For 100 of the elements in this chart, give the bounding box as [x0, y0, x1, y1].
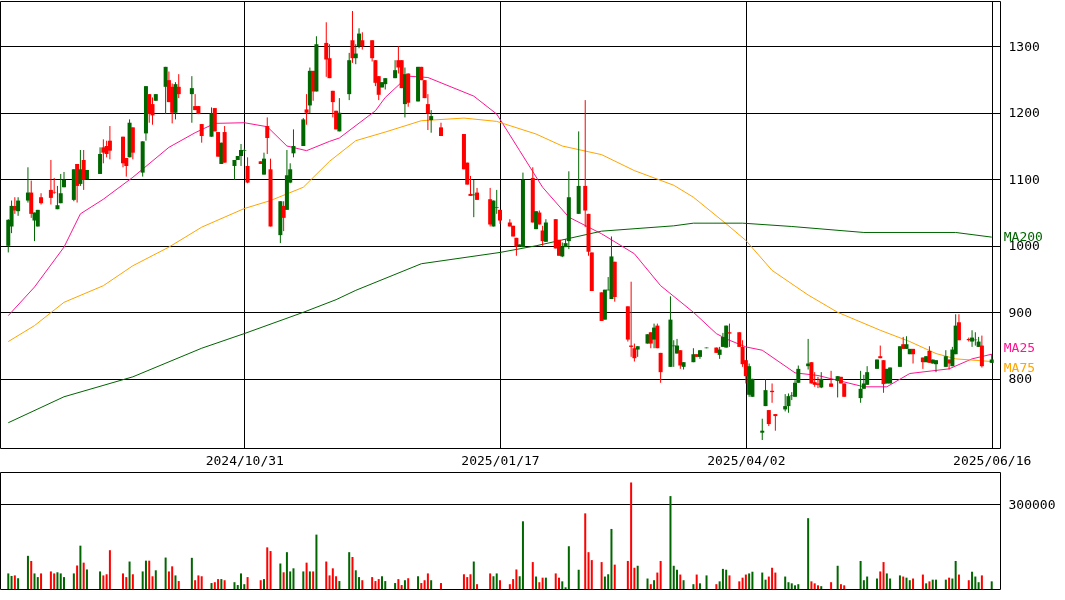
bar — [240, 573, 243, 589]
x-tick-label: 2025/06/16 — [953, 452, 1032, 468]
bar — [371, 577, 374, 589]
bar — [751, 571, 754, 589]
bar — [885, 573, 888, 589]
bar — [154, 570, 157, 589]
bar — [971, 571, 974, 589]
bar — [495, 573, 498, 589]
y-tick-label: 1300 — [1008, 38, 1040, 54]
bar — [82, 562, 85, 589]
bar — [40, 573, 43, 589]
bar — [698, 583, 701, 589]
y-tick-label: 900 — [1008, 304, 1032, 320]
candlestick — [265, 116, 270, 155]
bar — [738, 581, 741, 589]
bar — [102, 575, 105, 589]
bar — [151, 576, 154, 589]
candlestick — [865, 365, 870, 386]
bar — [954, 560, 957, 589]
bar — [282, 572, 285, 589]
candlestick — [858, 370, 863, 404]
candlestick — [48, 159, 53, 206]
candlestick — [52, 177, 57, 195]
candlestick — [429, 109, 434, 134]
bar — [354, 570, 357, 589]
bar — [407, 578, 410, 589]
bar — [394, 583, 397, 589]
bar — [305, 562, 308, 589]
bar — [813, 583, 816, 589]
bar — [197, 575, 200, 589]
bar — [646, 578, 649, 589]
bar — [128, 561, 131, 589]
bar — [36, 577, 39, 589]
candlestick — [163, 66, 168, 115]
candlestick — [393, 59, 398, 79]
bar — [990, 581, 993, 589]
bar — [233, 582, 236, 589]
bar — [79, 545, 82, 589]
bar — [912, 578, 915, 589]
bar — [613, 564, 616, 589]
bar — [72, 573, 75, 589]
candlestick — [763, 378, 768, 407]
bar — [741, 577, 744, 589]
candlestick — [815, 376, 820, 389]
bar — [682, 580, 685, 589]
bar — [980, 575, 983, 589]
bar — [351, 556, 354, 589]
bar — [908, 580, 911, 589]
bar — [610, 528, 613, 589]
bar — [279, 563, 282, 589]
bar — [417, 576, 420, 589]
bar — [934, 579, 937, 589]
bar — [430, 580, 433, 589]
candlestick — [658, 352, 663, 384]
bar — [836, 565, 839, 589]
bar — [810, 581, 813, 589]
candlestick — [829, 370, 834, 388]
bar — [977, 582, 980, 589]
bar — [33, 573, 36, 589]
bar — [728, 575, 731, 589]
bar — [122, 573, 125, 589]
candlestick — [39, 192, 44, 206]
candlestick — [147, 93, 152, 124]
candlestick — [655, 323, 660, 349]
bar — [558, 577, 561, 589]
bar — [603, 576, 606, 589]
bar — [108, 550, 111, 589]
bar — [400, 585, 403, 589]
bar — [807, 518, 810, 589]
bar — [469, 574, 472, 589]
bar — [466, 577, 469, 589]
bar — [669, 496, 672, 589]
bar — [535, 576, 538, 589]
bar — [59, 573, 62, 589]
bar — [692, 584, 695, 589]
bar — [292, 568, 295, 589]
bar — [744, 574, 747, 589]
bar — [377, 579, 380, 589]
bar — [774, 572, 777, 589]
bar — [794, 585, 797, 589]
candlestick — [760, 418, 765, 441]
bar — [967, 580, 970, 589]
bar — [725, 569, 728, 589]
bar — [99, 571, 102, 589]
bar — [843, 585, 846, 589]
bar — [705, 575, 708, 589]
bar — [761, 572, 764, 589]
bar — [499, 580, 501, 589]
candlestick — [189, 75, 194, 124]
bar — [875, 578, 878, 589]
bar — [164, 557, 167, 589]
bar — [584, 513, 587, 589]
bar — [882, 562, 885, 589]
bar — [76, 565, 79, 589]
bar — [302, 571, 305, 589]
bar — [171, 566, 174, 589]
bar — [190, 557, 193, 589]
bar — [656, 572, 659, 589]
bar — [921, 574, 924, 589]
bar — [144, 560, 147, 589]
